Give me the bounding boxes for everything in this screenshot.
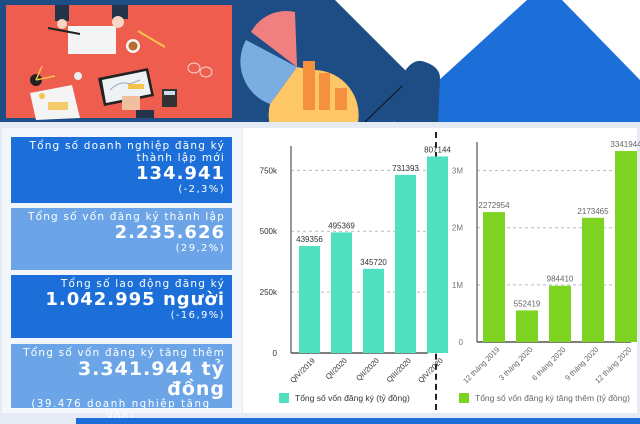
stat-change: (29,2%) (175, 243, 225, 254)
legend-swatch (459, 393, 469, 403)
stat-label: Tổng số lao động đăng ký (60, 278, 225, 290)
bar-value-label: 2272954 (478, 201, 510, 210)
bar (299, 246, 320, 353)
bar-value-label: 731393 (392, 164, 419, 173)
stat-label: Tổng số doanh nghiệp đăng ký thành lập m… (29, 140, 225, 164)
y-tick-label: 500k (260, 227, 278, 236)
x-tick-label: QI/2020 (324, 356, 349, 381)
legend-label: Tổng số vốn đăng ký (tỷ đồng) (295, 393, 410, 403)
stat-registered-labor: Tổng số lao động đăng ký 1.042.995 người… (11, 275, 232, 338)
bar (331, 232, 352, 353)
charts-panel: 0 250k 500k 750k 439356 QIV/2019 495369 QI/2020… (243, 128, 640, 413)
y-tick-label: 1M (452, 281, 463, 290)
y-tick-label: 250k (260, 288, 278, 297)
bar-value-label: 552419 (514, 299, 541, 308)
bar (516, 310, 538, 342)
stat-label: Tổng số vốn đăng ký thành lập (27, 211, 225, 223)
stat-label: Tổng số vốn đăng ký tăng thêm (23, 347, 225, 359)
bar-value-label: 984410 (547, 275, 574, 284)
bar (582, 217, 604, 342)
stat-additional-capital: Tổng số vốn đăng ký tăng thêm 3.341.944 … (11, 344, 232, 422)
x-tick-label: 3 tháng 2020 (497, 345, 534, 382)
x-tick-label: QIV/2019 (288, 356, 317, 385)
bar (483, 212, 505, 342)
stat-value: 134.941 (136, 163, 225, 184)
bar (395, 174, 416, 353)
y-tick-label: 0 (459, 338, 464, 347)
stat-change: (-2,3%) (178, 184, 225, 195)
bar-value-label: 2173465 (577, 207, 609, 216)
stat-value: 2.235.626 (114, 222, 225, 243)
bar-value-label: 345720 (360, 258, 387, 267)
bar-value-label: 439356 (296, 235, 323, 244)
legend-swatch (279, 393, 289, 403)
stat-value: 3.341.944 tỷ đồng (77, 358, 225, 400)
additional-capital-chart: 0 1M 2M 3M 2272954 12 tháng 2019 552419 3 tháng… (439, 128, 640, 413)
x-tick-label: QIII/2020 (385, 356, 413, 384)
stats-column: Tổng số doanh nghiệp đăng ký thành lập m… (2, 128, 242, 422)
stat-value: 1.042.995 người (45, 289, 225, 310)
bottom-strip (76, 418, 640, 424)
bar (549, 285, 571, 342)
y-tick-label: 2M (452, 224, 463, 233)
header-banner (0, 0, 640, 122)
x-tick-label: 6 tháng 2020 (530, 345, 567, 382)
chart-legend: Tổng số vốn đăng ký (tỷ đồng) (279, 393, 410, 403)
stat-change: (-16,9%) (170, 310, 225, 321)
stat-change: (39.476 doanh nghiệp tăng vốn) (31, 399, 211, 422)
bar (427, 156, 448, 353)
bar-value-label: 3341944 (610, 140, 640, 149)
bar (615, 151, 637, 342)
y-tick-label: 750k (260, 166, 278, 175)
stat-new-enterprises: Tổng số doanh nghiệp đăng ký thành lập m… (11, 137, 232, 203)
y-tick-label: 3M (452, 167, 463, 176)
x-tick-label: QII/2020 (354, 356, 381, 383)
x-tick-label: 12 tháng 2019 (461, 345, 501, 385)
bar-value-label: 807144 (424, 145, 451, 154)
bar-chart-svg: 0 1M 2M 3M 2272954 12 tháng 2019 552419 3 tháng… (452, 140, 640, 385)
stat-registered-capital: Tổng số vốn đăng ký thành lập 2.235.626 … (11, 208, 232, 270)
y-tick-label: 0 (273, 349, 278, 358)
banner-illustration (0, 0, 640, 122)
bar-value-label: 495369 (328, 221, 355, 230)
chart-legend: Tổng số vốn đăng ký tăng thêm (tỷ đồng) (459, 393, 630, 403)
bar (363, 268, 384, 353)
registered-capital-chart: 0 250k 500k 750k 439356 QIV/2019 495369 QI/2020… (243, 128, 452, 413)
bar-chart-svg: 0 250k 500k 750k 439356 QIV/2019 495369 QI/2020… (260, 145, 452, 385)
legend-label: Tổng số vốn đăng ký tăng thêm (tỷ đồng) (475, 393, 630, 403)
